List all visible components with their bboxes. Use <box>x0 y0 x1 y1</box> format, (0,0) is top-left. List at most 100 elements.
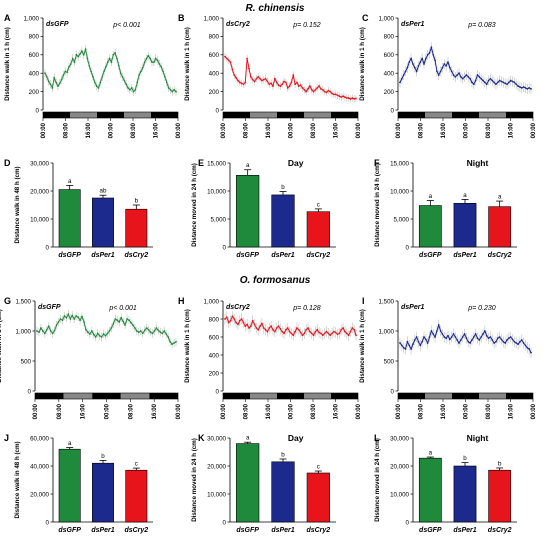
data-point <box>175 340 177 343</box>
data-point <box>266 80 269 83</box>
data-point <box>156 59 159 62</box>
data-point <box>495 83 497 86</box>
data-point <box>421 340 424 343</box>
data-point <box>90 70 93 73</box>
data-point <box>489 77 492 80</box>
y-tick-label: 800 <box>384 34 395 41</box>
data-point <box>323 332 326 335</box>
panel-e: E 0 5,000 10,000 15,000 Distance moved in 24 … <box>191 158 336 259</box>
data-point <box>353 98 356 100</box>
light-dark-segment <box>304 112 331 118</box>
data-point <box>65 316 68 319</box>
data-point <box>509 336 512 338</box>
series-line <box>36 313 177 345</box>
chart-title: Day <box>288 158 304 168</box>
data-point <box>522 342 525 344</box>
data-point <box>469 342 472 344</box>
light-dark-segment <box>479 393 506 399</box>
x-tick-label: 16:00 <box>509 403 515 419</box>
data-point <box>64 70 67 73</box>
data-point <box>224 55 226 58</box>
data-point <box>345 332 348 335</box>
bar <box>58 448 81 523</box>
data-point <box>426 342 429 344</box>
y-tick-label: 30,000 <box>30 160 49 167</box>
p-value-label: p= 0.152 <box>292 22 321 29</box>
data-point <box>318 331 320 334</box>
y-tick-label: 0 <box>391 388 395 395</box>
data-point <box>173 342 175 344</box>
data-point <box>465 74 468 76</box>
light-dark-segment <box>425 112 452 118</box>
data-point <box>459 339 462 341</box>
category-label: dsCry2 <box>306 252 330 259</box>
data-point <box>509 79 512 82</box>
data-point <box>423 336 425 338</box>
data-point <box>308 85 311 87</box>
y-tick-label: 0 <box>36 107 40 114</box>
data-point <box>325 91 328 94</box>
data-point <box>480 77 483 80</box>
data-point <box>140 70 142 73</box>
data-point <box>235 321 237 324</box>
y-tick-label: 10,000 <box>207 491 226 498</box>
data-point <box>526 346 529 349</box>
data-point <box>59 318 62 320</box>
category-label: dsGFP <box>58 252 81 259</box>
data-point <box>275 81 278 84</box>
p-value-label: p< 0.001 <box>108 305 137 312</box>
data-point <box>436 330 438 332</box>
data-point <box>321 88 324 91</box>
data-point <box>432 333 435 335</box>
y-tick-label: 800 <box>209 34 220 41</box>
category-label: dsPer1 <box>271 527 294 534</box>
bar <box>418 205 442 248</box>
data-point <box>73 318 76 320</box>
data-point <box>77 55 80 58</box>
significance-letter: a <box>463 192 467 199</box>
y-tick-label: 1,000 <box>24 15 40 22</box>
data-point <box>349 330 352 333</box>
series-label: dsPer1 <box>401 304 424 311</box>
x-tick-label: 16:00 <box>441 122 447 138</box>
data-point <box>434 59 436 62</box>
y-tick-label: 200 <box>209 370 220 377</box>
data-point <box>67 313 70 316</box>
data-point <box>122 320 125 323</box>
y-tick-label: 600 <box>209 334 220 341</box>
data-point <box>410 57 412 60</box>
data-point <box>98 334 101 337</box>
y-tick-label: 10,000 <box>390 491 409 498</box>
data-point <box>334 331 337 334</box>
data-point <box>448 66 451 69</box>
data-point <box>436 70 438 73</box>
data-point <box>246 57 249 60</box>
data-point <box>290 332 293 335</box>
data-point <box>445 64 448 67</box>
data-point <box>69 63 72 65</box>
data-point <box>476 337 479 340</box>
data-point <box>96 332 99 335</box>
x-tick-label: 08:00 <box>57 403 63 419</box>
category-label: dsCry2 <box>488 252 512 259</box>
light-dark-segment <box>479 112 506 118</box>
data-point <box>255 77 258 80</box>
y-tick-label: 200 <box>29 89 40 96</box>
data-point <box>71 57 74 60</box>
light-dark-segment <box>398 112 425 118</box>
panel-letter: H <box>178 296 185 306</box>
data-point <box>114 318 117 320</box>
light-dark-segment <box>331 112 358 118</box>
data-point <box>281 83 284 86</box>
data-point <box>522 86 525 88</box>
data-point <box>454 336 457 338</box>
data-point <box>128 319 130 322</box>
data-point <box>47 325 50 328</box>
data-point <box>351 97 354 99</box>
data-point <box>450 70 453 73</box>
data-point <box>137 331 140 334</box>
y-tick-label: 30,000 <box>390 435 409 442</box>
data-point <box>104 65 107 68</box>
y-tick-label: 200 <box>384 89 395 96</box>
light-dark-segment <box>277 393 304 399</box>
